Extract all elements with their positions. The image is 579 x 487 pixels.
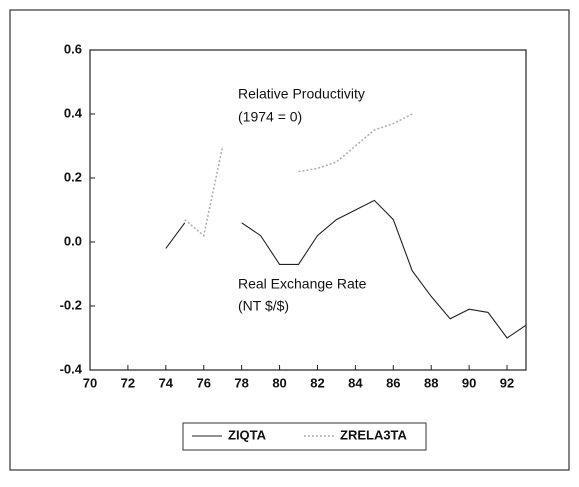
- series-line: [184, 113, 413, 238]
- legend-label: ZRELA3TA: [340, 427, 408, 442]
- x-tick-label: 92: [500, 375, 514, 390]
- annotation: (NT $/$): [238, 298, 289, 314]
- x-tick-label: 70: [83, 375, 97, 390]
- series-line: [165, 199, 527, 339]
- frame: [9, 9, 570, 471]
- plot-area: [89, 49, 527, 371]
- y-tick-label: -0.2: [60, 297, 82, 312]
- legend-label: ZIQTA: [228, 427, 267, 442]
- x-tick-label: 84: [348, 375, 363, 390]
- y-tick-label: 0.6: [64, 41, 82, 56]
- y-tick-label: 0.0: [64, 233, 82, 248]
- x-tick-label: 80: [272, 375, 286, 390]
- x-tick-label: 82: [310, 375, 324, 390]
- annotation: Relative Productivity: [238, 86, 365, 102]
- x-tick-label: 86: [386, 375, 400, 390]
- x-tick-label: 74: [159, 375, 174, 390]
- y-tick-label: -0.4: [60, 361, 83, 376]
- x-tick-label: 72: [121, 375, 135, 390]
- x-tick-label: 78: [234, 375, 248, 390]
- x-tick-label: 88: [424, 375, 438, 390]
- y-tick-label: 0.4: [64, 105, 83, 120]
- legend: [182, 422, 427, 451]
- x-tick-label: 76: [197, 375, 211, 390]
- annotation: Real Exchange Rate: [238, 276, 367, 292]
- y-tick-label: 0.2: [64, 169, 82, 184]
- x-tick-label: 90: [462, 375, 476, 390]
- annotation: (1974 = 0): [238, 109, 302, 125]
